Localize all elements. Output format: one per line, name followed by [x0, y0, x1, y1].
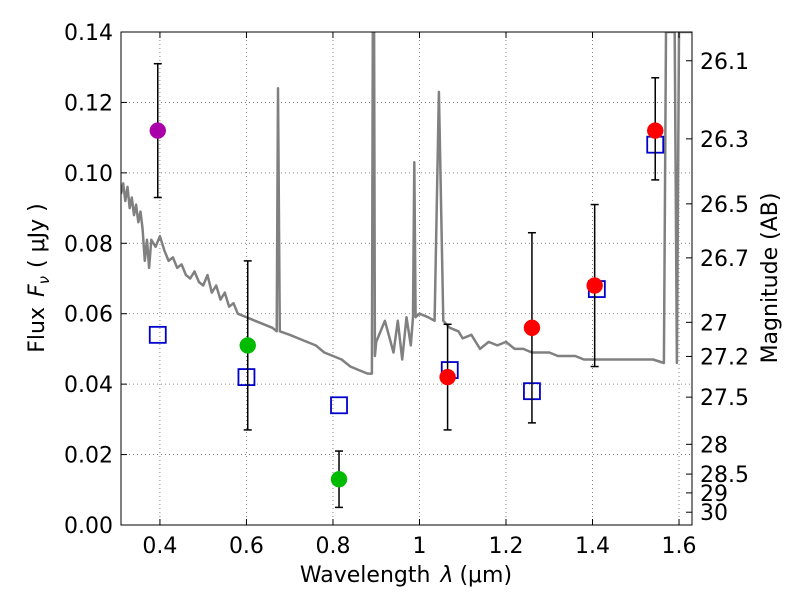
sed-curve [121, 32, 692, 375]
y-axis-label: Flux [25, 307, 50, 353]
mag-tick-label: 26.7 [700, 247, 749, 272]
x-axis-symbol: λ [439, 563, 453, 588]
mag-tick-label: 26.1 [700, 50, 749, 75]
mag-tick-label: 30 [700, 501, 728, 526]
y-tick-label: 0.14 [64, 21, 113, 46]
y-axis-title: Flux Fν ( μJy ) [25, 203, 53, 352]
y-tick-label: 0.08 [64, 232, 113, 257]
y-axis-unit: ( μJy ) [25, 203, 50, 268]
y-tick-label: 0.12 [64, 91, 113, 116]
x-tick-label: 1 [412, 534, 426, 559]
right-axis-title: Magnitude (AB) [758, 193, 783, 364]
observed-point [646, 122, 664, 139]
model-points [148, 135, 665, 415]
y-axis-symbol: F [25, 284, 50, 297]
y-tick-label: 0.00 [64, 514, 113, 539]
model-point [148, 325, 167, 344]
y-tick-label: 0.04 [64, 373, 113, 398]
mag-tick-label: 28.5 [700, 463, 749, 488]
x-tick-label: 0.6 [229, 534, 264, 559]
observed-point [523, 319, 541, 337]
plot-frame [120, 31, 693, 526]
y-tick-label: 0.02 [64, 444, 113, 469]
y-tick-label: 0.10 [64, 162, 113, 187]
y-tick-label: 0.06 [64, 303, 113, 328]
model-point [237, 368, 256, 387]
x-tick-label: 1.4 [575, 534, 610, 559]
axis-ticks: 0.4 0.6 0.8 1 1.2 1.4 1.6 0.00 0.02 0.04 0.06 0.08 0… [64, 21, 749, 559]
model-point [330, 396, 348, 415]
y-axis-subscript: ν [35, 276, 53, 284]
observed-points [149, 62, 664, 509]
observed-point [149, 122, 167, 139]
mag-tick-label: 28 [700, 433, 728, 458]
x-axis-title: Wavelength λ (μm) [300, 563, 512, 588]
x-axis-unit: (μm) [459, 563, 512, 588]
mag-tick-label: 27 [700, 311, 728, 336]
mag-tick-label: 27.5 [700, 386, 749, 411]
mag-tick-label: 26.5 [700, 193, 749, 218]
mag-tick-label: 27.2 [700, 345, 749, 370]
observed-point [439, 368, 456, 386]
sed-layer [121, 32, 692, 375]
mag-tick-label: 26.3 [700, 128, 749, 153]
mag-tick-label: 29 [700, 482, 728, 507]
x-tick-label: 1.2 [488, 534, 523, 559]
observed-point [239, 337, 256, 354]
x-tick-label: 0.4 [142, 534, 177, 559]
x-tick-label: 1.6 [662, 534, 697, 559]
x-tick-label: 0.8 [315, 534, 350, 559]
observed-point [330, 470, 348, 488]
observed-point [586, 277, 603, 294]
x-axis-label: Wavelength [300, 563, 431, 588]
